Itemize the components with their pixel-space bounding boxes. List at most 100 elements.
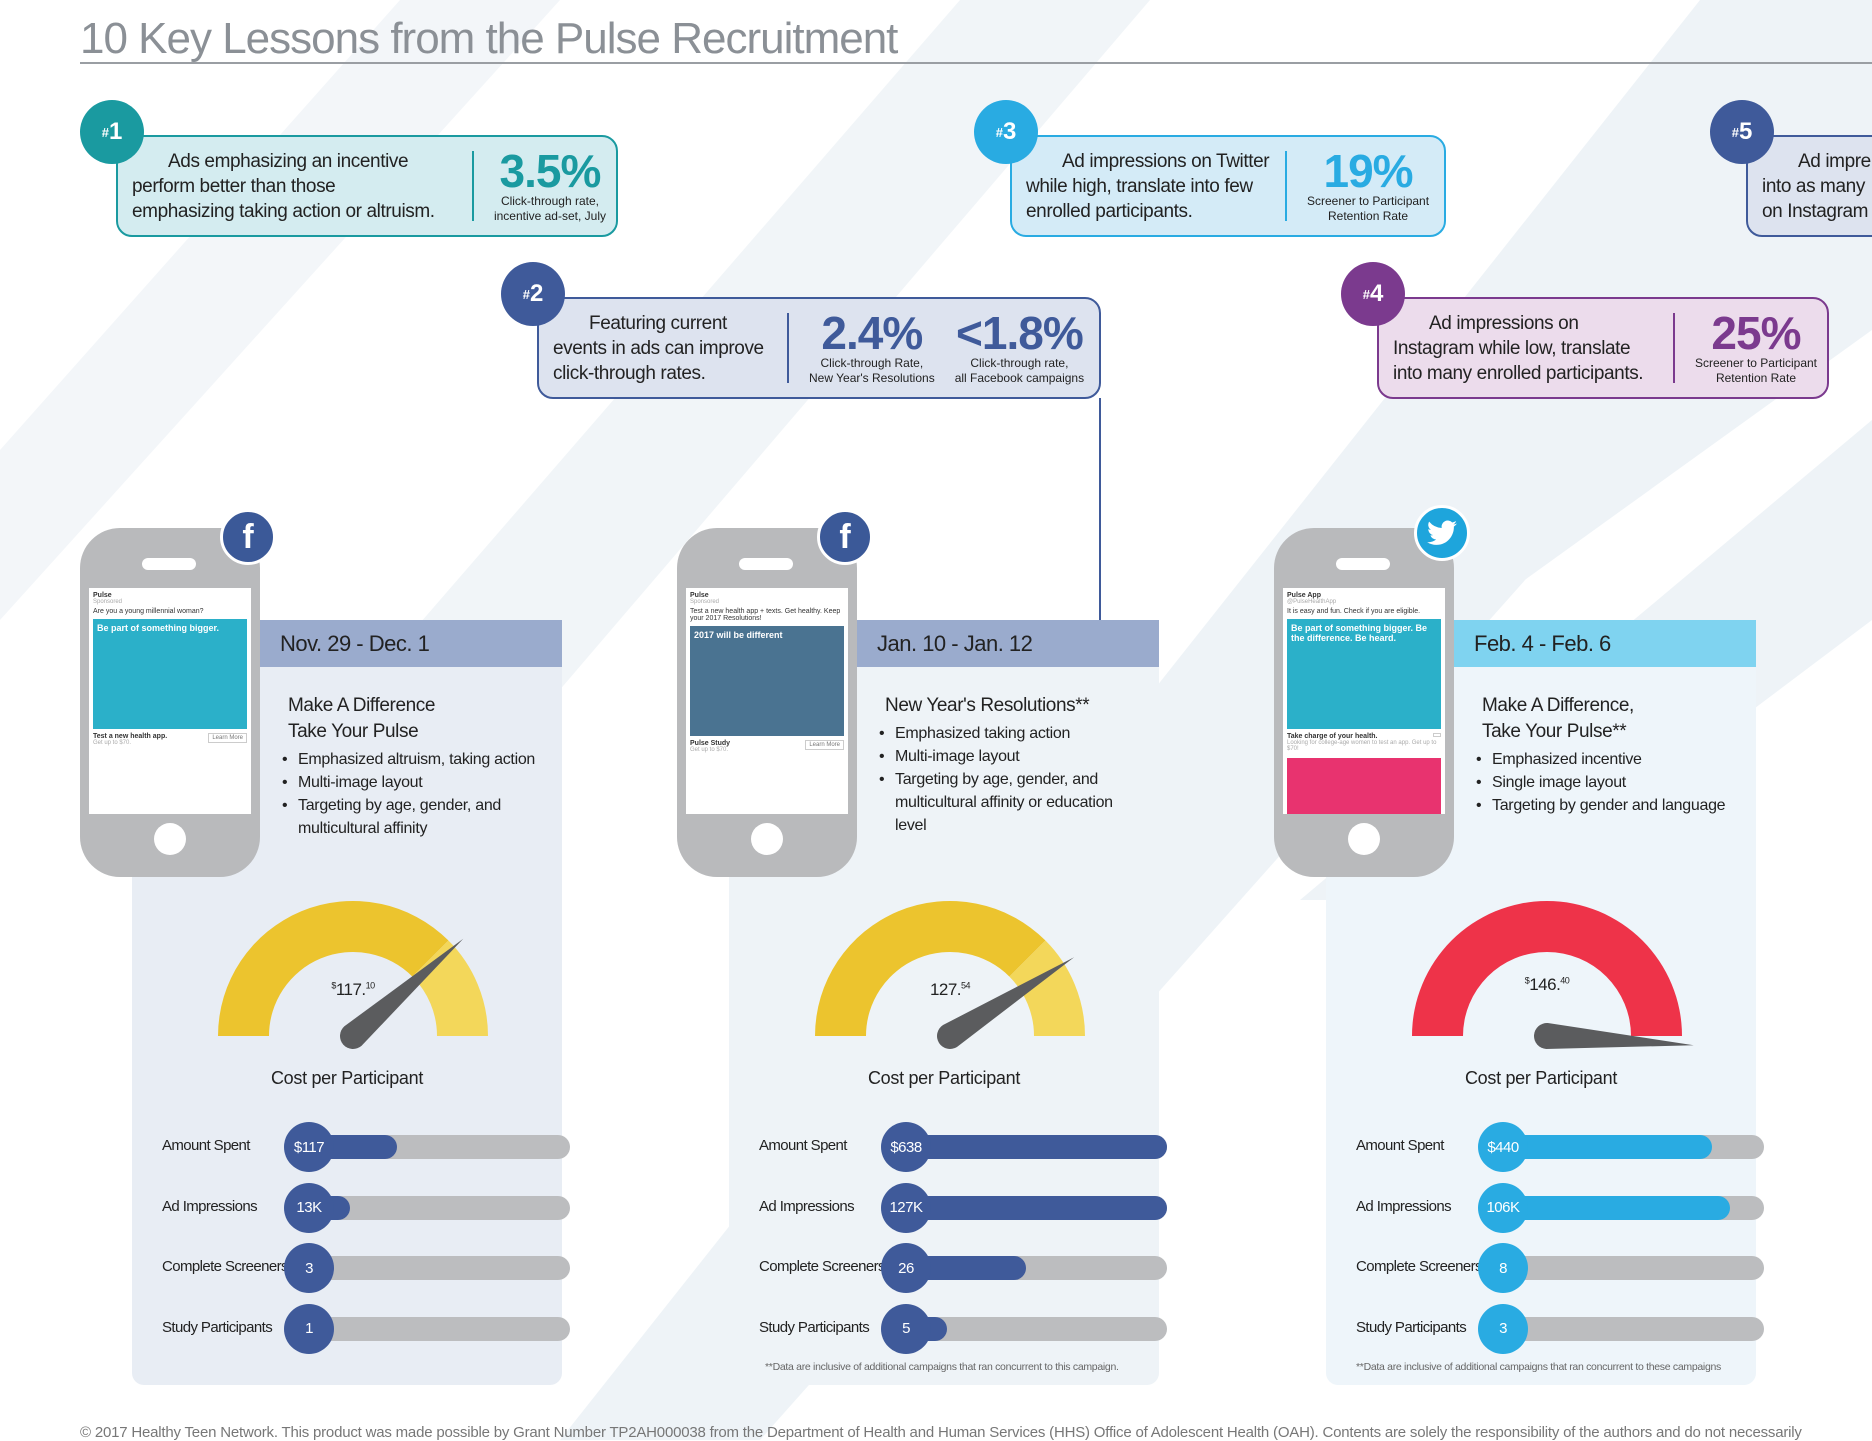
metric-row: Complete Screeners 3 (162, 1243, 582, 1293)
ad-sponsored-label: @PulseHealthApp (1287, 599, 1337, 605)
metric-row: Amount Spent $638 (759, 1122, 1179, 1172)
metric-row: Ad Impressions 13K (162, 1182, 582, 1233)
cost-per-participant-label: Cost per Participant (867, 1068, 1021, 1088)
metric-bar-fill (905, 1135, 1167, 1159)
ad-card: Learn More Pulse Study Get up to $70. (690, 740, 844, 753)
stat-caption: Screener to Participant Retention Rate (1694, 356, 1817, 385)
cost-per-participant-value: 127.54 (890, 980, 1010, 1000)
ad-card-title: Take charge of your health. (1287, 733, 1378, 740)
campaign-features: Emphasized incentiveSingle image layoutT… (1476, 748, 1738, 817)
metric-label: Ad Impressions (1356, 1197, 1452, 1215)
metric-bar-track (308, 1195, 570, 1220)
campaign-dates: Nov. 29 - Dec. 1 (280, 631, 430, 656)
metric-value-badge: $117 (284, 1122, 334, 1172)
lesson-divider (787, 313, 789, 383)
feature-item: Emphasized taking action (879, 722, 1141, 745)
campaign-date-header: Nov. 29 - Dec. 1 (258, 620, 562, 667)
metric-label: Amount Spent (1356, 1137, 1444, 1154)
campaign-features: Emphasized altruism, taking actionMulti-… (282, 748, 544, 840)
ad-image-text: Be part of something bigger. Be the diff… (1291, 623, 1428, 643)
metric-label: Complete Screeners (1356, 1258, 1483, 1275)
phone-mockup: Pulse Sponsored Test a new health app + … (677, 528, 857, 877)
lesson-number: 2 (529, 280, 544, 307)
metric-label: Study Participants (1356, 1318, 1467, 1336)
campaign-dates: Jan. 10 - Jan. 12 (877, 631, 1033, 656)
lesson-stat: 25% Screener to Participant Retention Rat… (1685, 310, 1827, 386)
metric-bar-track (1502, 1316, 1764, 1341)
lesson-card-2: Featuring current events in ads can impr… (537, 297, 1101, 399)
metric-bar-fill (905, 1195, 1167, 1220)
lesson-description: Featuring current events in ads can impr… (553, 312, 764, 384)
phone-home-button (1348, 823, 1380, 855)
metric-value-badge: $638 (881, 1122, 931, 1172)
lesson-card-1: Ads emphasizing an incentive perform bet… (116, 135, 618, 237)
metric-value-badge: 106K (1478, 1182, 1528, 1233)
cost-cents: 10 (365, 980, 376, 991)
cost-main: 117. (335, 980, 366, 999)
stat-value: 25% (1711, 307, 1801, 359)
metric-value-badge: 3 (1478, 1303, 1528, 1354)
lesson-card-4: Ad impressions on Instagram while low, t… (1377, 297, 1829, 399)
stat-value: 19% (1323, 145, 1413, 197)
ad-card-title: Test a new health app. (93, 733, 168, 740)
facebook-icon: f (220, 509, 276, 565)
lesson-number: 4 (1369, 280, 1384, 307)
phone-mockup: Pulse Sponsored Are you a young millenni… (80, 528, 260, 877)
metric-row: Amount Spent $117 (162, 1122, 582, 1172)
metric-label: Amount Spent (162, 1137, 250, 1154)
ad-text: Are you a young millennial woman? (93, 608, 204, 615)
lesson-card-5: Ad impre into as many on Instagram (1746, 135, 1872, 237)
cost-per-participant-label: Cost per Participant (270, 1068, 424, 1088)
cost-per-participant-label: Cost per Participant (1464, 1068, 1618, 1088)
lesson-number: 1 (108, 118, 123, 145)
learn-more-button[interactable] (1433, 733, 1441, 737)
gauge-needle (937, 957, 1075, 1049)
cost-cents: 40 (1560, 975, 1570, 986)
lesson-number-badge: #4 (1341, 262, 1405, 326)
gauge-arc-segment (1009, 940, 1085, 1036)
metric-label: Ad Impressions (759, 1197, 855, 1215)
gauge-arc-segment (218, 901, 449, 1036)
campaign-headline: Make A Difference, Take Your Pulse** (1482, 695, 1634, 742)
gauge-arc-segment (1412, 901, 1682, 1036)
lesson-description: Ad impressions on Twitter while high, tr… (1026, 150, 1270, 222)
phone-speaker (142, 558, 196, 570)
phone-speaker (1336, 558, 1390, 570)
ad-account-name: Pulse App (1287, 592, 1321, 599)
metric-row: Ad Impressions 106K (1356, 1182, 1776, 1233)
metric-bar-track (905, 1316, 1167, 1341)
stat-caption: Click-through rate, all Facebook campaig… (954, 356, 1085, 385)
lesson-description: Ads emphasizing an incentive perform bet… (132, 150, 435, 222)
feature-item: Targeting by gender and language (1476, 794, 1738, 817)
feature-item: Single image layout (1476, 771, 1738, 794)
campaign-date-header: Feb. 4 - Feb. 6 (1452, 620, 1756, 667)
lesson-description: Ad impressions on Instagram while low, t… (1393, 312, 1644, 384)
metric-bar-track (905, 1256, 1167, 1280)
ad-card: Take charge of your health. Looking for c… (1287, 733, 1441, 752)
feature-item: Targeting by age, gender, and multicultu… (879, 768, 1141, 837)
page-title: 10 Key Lessons from the Pulse Recruitmen… (80, 14, 898, 63)
gauge-needle (340, 938, 464, 1049)
phone-speaker (739, 558, 793, 570)
metric-label: Complete Screeners (759, 1258, 886, 1275)
ad-image-text: Be part of something bigger. (97, 623, 220, 633)
cost-main: 127. (929, 980, 962, 999)
metric-bar-track (1502, 1135, 1764, 1159)
metric-value-badge: 5 (881, 1303, 931, 1354)
lesson-divider (1672, 313, 1675, 383)
metric-value-badge: 1 (284, 1303, 334, 1354)
metric-bar-track (308, 1256, 570, 1280)
title-underline (80, 62, 1872, 64)
footnote: **Data are inclusive of additional campa… (1356, 1361, 1721, 1373)
learn-more-button[interactable]: Learn More (208, 733, 247, 743)
ad-image: Be part of something bigger. (93, 619, 247, 729)
metric-bar-track (905, 1195, 1167, 1220)
lesson-stat: 19% Screener to Participant Retention Rat… (1297, 148, 1439, 224)
footnote: **Data are inclusive of additional campa… (765, 1361, 1119, 1373)
metric-value-badge: 8 (1478, 1243, 1528, 1293)
metric-label: Ad Impressions (162, 1197, 258, 1215)
lesson-stat: 2.4% Click-through Rate, New Year's Resol… (799, 310, 945, 386)
lesson-number-badge: #3 (974, 100, 1038, 164)
feature-item: Emphasized incentive (1476, 748, 1738, 771)
learn-more-button[interactable]: Learn More (805, 740, 844, 750)
